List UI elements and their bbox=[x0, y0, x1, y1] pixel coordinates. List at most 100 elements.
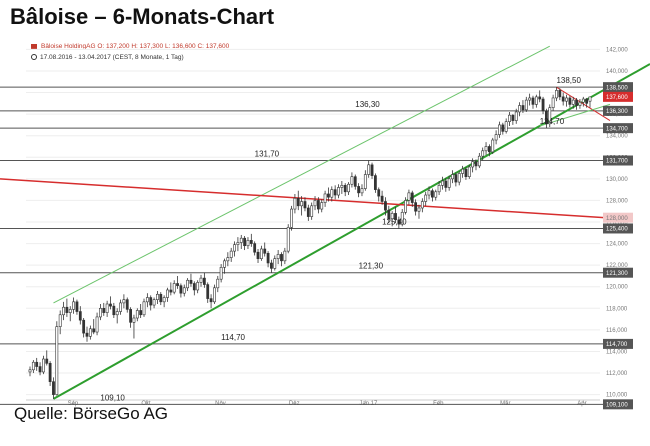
candle-body bbox=[38, 366, 42, 373]
candle-body bbox=[477, 155, 481, 167]
period-text: 17.08.2016 - 13.04.2017 (CEST, 8 Monate,… bbox=[40, 54, 184, 61]
candle-body bbox=[266, 252, 270, 264]
candle-body bbox=[380, 195, 384, 202]
candle-body bbox=[327, 193, 330, 198]
candle-body bbox=[377, 189, 381, 197]
candle-body bbox=[313, 200, 317, 207]
candle-body bbox=[306, 207, 310, 217]
candle-body bbox=[239, 237, 243, 243]
candle-body bbox=[216, 278, 220, 289]
candle-body bbox=[296, 197, 300, 207]
candle-body bbox=[85, 332, 89, 337]
candle-body bbox=[524, 99, 528, 111]
candle-body bbox=[95, 316, 99, 333]
candle-body bbox=[196, 282, 200, 291]
candle-body bbox=[501, 124, 505, 132]
candle-body bbox=[176, 283, 179, 286]
candle-body bbox=[263, 248, 267, 254]
level-annotation: 134,70 bbox=[540, 117, 565, 126]
candle-body bbox=[186, 279, 190, 289]
level-tag-label: 136,300 bbox=[606, 109, 628, 115]
candle-body bbox=[565, 97, 568, 102]
candle-body bbox=[464, 168, 468, 177]
candle-body bbox=[273, 258, 277, 269]
candle-body bbox=[72, 301, 75, 310]
level-annotation: 136,30 bbox=[355, 100, 380, 109]
candle-body bbox=[343, 185, 347, 193]
candle-body bbox=[102, 308, 106, 313]
candle-body bbox=[504, 121, 508, 132]
candle-body bbox=[229, 250, 233, 258]
candle-body bbox=[259, 248, 263, 259]
candle-body bbox=[223, 260, 226, 268]
candle-body bbox=[162, 297, 166, 303]
candle-body bbox=[474, 161, 478, 167]
level-annotation: 125,40 bbox=[382, 217, 407, 226]
candle-body bbox=[142, 301, 146, 316]
y-tick-label: 110,000 bbox=[606, 393, 628, 399]
candle-body bbox=[35, 361, 39, 367]
candle-body bbox=[152, 299, 156, 306]
candle-body bbox=[330, 189, 334, 198]
candle-body bbox=[88, 328, 92, 337]
candle-body bbox=[481, 150, 485, 157]
candle-body bbox=[558, 90, 562, 98]
horizontal-levels bbox=[0, 86, 603, 405]
candle-body bbox=[555, 90, 558, 99]
short-support-line bbox=[539, 103, 611, 127]
period-info: 17.08.2016 - 13.04.2017 (CEST, 8 Monate,… bbox=[31, 54, 184, 61]
candle-body bbox=[400, 211, 404, 225]
candle-body bbox=[68, 309, 72, 313]
candle-body bbox=[303, 201, 307, 209]
candle-body bbox=[414, 202, 418, 212]
candle-body bbox=[373, 175, 377, 190]
candle-body bbox=[337, 187, 340, 196]
candle-body bbox=[209, 298, 213, 303]
candle-body bbox=[206, 284, 210, 299]
instrument-info: Bâloise HoldingAG O: 137,200 H: 137,300 … bbox=[31, 43, 229, 50]
candle-body bbox=[58, 314, 62, 327]
candle-body bbox=[139, 310, 143, 316]
y-tick-label: 112,000 bbox=[606, 371, 628, 377]
candle-body bbox=[427, 190, 431, 196]
candle-body bbox=[363, 174, 367, 189]
candle-body bbox=[75, 301, 79, 312]
candle-body bbox=[236, 242, 240, 245]
candle-body bbox=[276, 254, 280, 259]
resistance-tag-label: 128,000 bbox=[606, 216, 628, 222]
candle-body bbox=[129, 309, 132, 323]
candle-body bbox=[226, 257, 230, 262]
candle-body bbox=[145, 297, 149, 303]
candle-body bbox=[243, 237, 247, 247]
annotations: 138,50 136,30 134,70 131,70 125,40 121,30 114,… bbox=[100, 76, 581, 402]
clock-icon bbox=[31, 54, 37, 61]
candle-body bbox=[333, 189, 337, 196]
candle-body bbox=[551, 97, 555, 108]
candle-body bbox=[62, 306, 65, 316]
candle-body bbox=[528, 97, 532, 101]
candle-body bbox=[340, 185, 344, 188]
y-tick-label: 118,000 bbox=[606, 306, 628, 312]
candle-body bbox=[42, 358, 45, 373]
candle-body bbox=[55, 326, 59, 395]
source-caption: Quelle: BörseGo AG bbox=[14, 404, 169, 423]
level-tag-label: 138,500 bbox=[606, 85, 628, 91]
level-tag bbox=[603, 267, 633, 278]
candle-body bbox=[417, 207, 421, 212]
candle-body bbox=[82, 319, 86, 334]
candle-body bbox=[246, 240, 250, 247]
candle-body bbox=[390, 213, 394, 220]
upper-channel-line bbox=[53, 45, 550, 304]
candle-body bbox=[28, 369, 32, 373]
candle-body bbox=[92, 328, 96, 333]
level-annotation: 121,30 bbox=[359, 262, 384, 271]
y-tick-label: 142,000 bbox=[606, 47, 628, 53]
candle-body bbox=[270, 262, 273, 269]
candle-body bbox=[575, 99, 578, 106]
candle-body bbox=[286, 227, 290, 252]
candle-body bbox=[109, 303, 112, 307]
candle-body bbox=[169, 289, 173, 293]
candle-body bbox=[105, 303, 109, 313]
candle-body bbox=[31, 361, 35, 371]
